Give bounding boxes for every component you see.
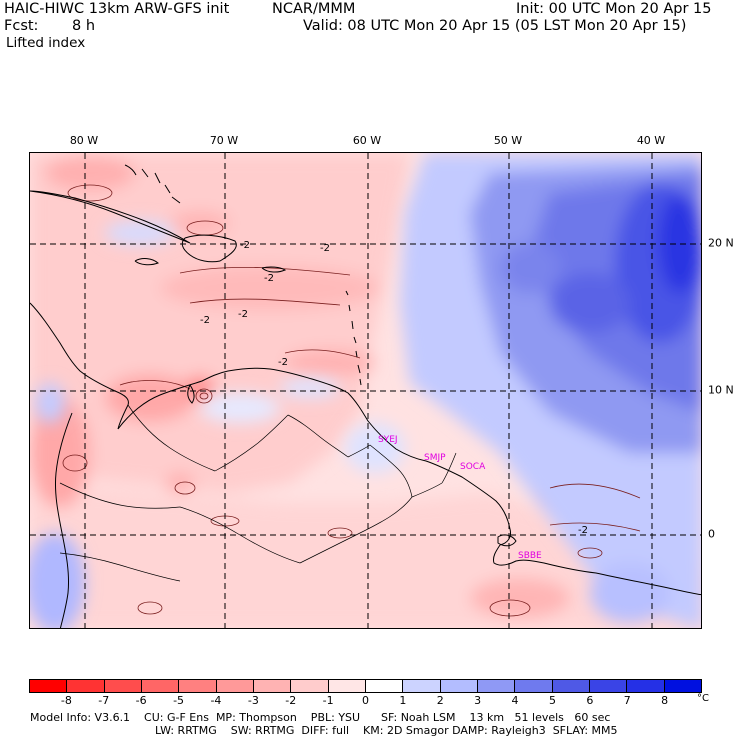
forecast-label: Fcst: [4,18,39,34]
colorbar-swatch [104,680,142,692]
lon-label-60w: 60 W [352,134,382,147]
init-time: Init: 00 UTC Mon 20 Apr 15 [516,1,712,17]
contour-label: -2 [264,273,274,284]
model-info-line2: LW: RRTMG SW: RRTMG DIFF: full KM: 2D Sm… [155,724,618,737]
colorbar-swatch [67,680,105,692]
colorbar-tick-label: -7 [98,694,110,707]
lat-lon-grid [30,153,701,628]
model-title: HAIC-HIWC 13km ARW-GFS init [4,1,230,17]
colorbar-tick-label: 7 [623,694,631,707]
colorbar-swatch [627,680,665,692]
lat-label-20n: 20 N [708,236,734,250]
org-label: NCAR/MMM [272,1,356,17]
colorbar-tick-label: -5 [173,694,185,707]
contour-label-group: -2 -2 -2 -2 -2 -2 -2 [200,240,588,536]
contour-label: -2 [238,309,248,320]
negative-li-regions [30,153,701,628]
colorbar-tick-label: -4 [210,694,222,707]
lat-label-10n: 10 N [708,383,734,397]
colorbar-tick-label: 8 [661,694,669,707]
colorbar-swatch [440,680,478,692]
colorbar-swatch [515,680,553,692]
colorbar-swatch [664,680,701,692]
valid-time: Valid: 08 UTC Mon 20 Apr 15 (05 LST Mon … [303,18,687,34]
station-syej: SYEJ [378,435,398,445]
contour-label: -2 [578,525,588,536]
contour-label: -2 [278,357,288,368]
station-labels: SYEJ SMJP SOCA SBBE [378,435,542,561]
colorbar-tick-label: -1 [322,694,334,707]
colorbar-swatch [291,680,329,692]
colorbar-tick-label: 5 [548,694,556,707]
colorbar-tick-label: 6 [586,694,594,707]
contour-label: -2 [200,315,210,326]
colorbar-swatch [477,680,516,692]
colorbar [29,679,702,693]
lon-label-70w: 70 W [209,134,239,147]
colorbar-swatch [552,680,590,692]
field-name: Lifted index [6,35,86,51]
colorbar-swatch [216,680,254,692]
station-soca: SOCA [460,462,486,472]
colorbar-swatch [179,680,217,692]
station-sbbe: SBBE [518,551,542,561]
station-smjp: SMJP [424,453,446,463]
colorbar-tick-label: 4 [511,694,519,707]
colorbar-tick-label: 0 [362,694,369,707]
model-info-line1: Model Info: V3.6.1 CU: G-F Ens MP: Thomp… [30,711,611,724]
map-canvas: -2 -2 -2 -2 -2 -2 -2 SYEJ SMJP SOCA SBBE [30,153,701,628]
colorbar-swatch [365,680,404,692]
colorbar-swatch [30,680,68,692]
forecast-hour: 8 h [72,18,96,34]
colorbar-tick-label: -2 [285,694,297,707]
colorbar-swatch [589,680,628,692]
colorbar-swatch [253,680,292,692]
lon-label-80w: 80 W [69,134,99,147]
colorbar-swatch [328,680,366,692]
lon-label-40w: 40 W [636,134,666,147]
lat-label-0: 0 [708,527,715,541]
lon-label-50w: 50 W [493,134,523,147]
colorbar-swatch [403,680,441,692]
colorbar-tick-label: -8 [60,694,72,707]
coastlines [30,164,701,628]
colorbar-tick-label: -6 [135,694,147,707]
contour-label: -2 [240,240,250,251]
colorbar-tick-label: 3 [474,694,482,707]
contour-label: -2 [320,243,330,254]
colorbar-tick-label: 2 [436,694,444,707]
colorbar-swatch [141,680,180,692]
lifted-index-map: -2 -2 -2 -2 -2 -2 -2 SYEJ SMJP SOCA SBBE [29,152,702,629]
colorbar-tick-label: 1 [399,694,407,707]
colorbar-unit: °C [697,693,709,704]
colorbar-tick-label: -3 [247,694,259,707]
